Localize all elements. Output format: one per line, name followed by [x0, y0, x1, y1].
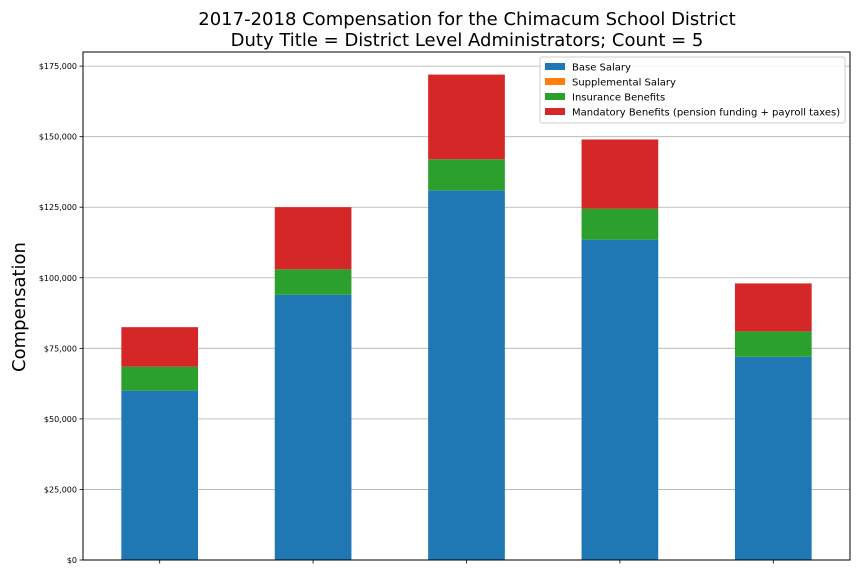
- bar-segment-base-salary: [121, 390, 199, 560]
- legend-swatch: [545, 93, 565, 100]
- bar-segment-base-salary: [274, 294, 352, 560]
- legend-label: Base Salary: [572, 63, 631, 74]
- chart-subtitle: Duty Title = District Level Administrato…: [231, 30, 704, 51]
- bar-segment-insurance-benefits: [581, 208, 659, 240]
- chart-title: 2017-2018 Compensation for the Chimacum …: [198, 9, 735, 30]
- bar-segment-mandatory-benefits-pension-funding-payroll-taxes: [274, 207, 352, 270]
- bars: [121, 74, 812, 561]
- legend-label: Supplemental Salary: [572, 78, 676, 89]
- bar-segment-base-salary: [581, 239, 659, 560]
- y-tick-label: $100,000: [39, 274, 77, 283]
- bar-segment-insurance-benefits: [428, 159, 505, 191]
- bar-segment-base-salary: [734, 356, 812, 560]
- legend-swatch: [545, 78, 565, 85]
- legend-box: [539, 56, 846, 124]
- bar-segment-base-salary: [428, 190, 505, 561]
- x-axis: [159, 560, 774, 564]
- legend: Base Salary Supplemental Salary Insurance …: [539, 56, 846, 124]
- y-axis: $0 $25,000 $50,000 $75,000 $100,000 $125,000 $…: [39, 62, 83, 565]
- legend-swatch: [545, 108, 565, 115]
- bar-segment-mandatory-benefits-pension-funding-payroll-taxes: [428, 74, 505, 160]
- y-tick-label: $75,000: [44, 344, 77, 353]
- legend-label: Mandatory Benefits (pension funding + pa…: [572, 108, 840, 119]
- bar-segment-mandatory-benefits-pension-funding-payroll-taxes: [581, 139, 659, 209]
- y-tick-label: $25,000: [44, 485, 77, 494]
- y-tick-label: $125,000: [39, 203, 77, 212]
- y-tick-label: $150,000: [39, 133, 77, 142]
- y-axis-label: Compensation: [9, 242, 30, 372]
- bar-segment-insurance-benefits: [734, 331, 812, 357]
- y-tick-label: $175,000: [39, 62, 77, 71]
- bar-segment-insurance-benefits: [121, 366, 199, 391]
- bar-segment-mandatory-benefits-pension-funding-payroll-taxes: [734, 283, 812, 332]
- legend-swatch: [545, 63, 565, 70]
- bar-segment-insurance-benefits: [274, 269, 352, 295]
- bar-segment-mandatory-benefits-pension-funding-payroll-taxes: [121, 327, 199, 367]
- y-tick-label: $50,000: [44, 415, 77, 424]
- legend-label: Insurance Benefits: [572, 93, 665, 104]
- y-tick-label: $0: [67, 556, 77, 565]
